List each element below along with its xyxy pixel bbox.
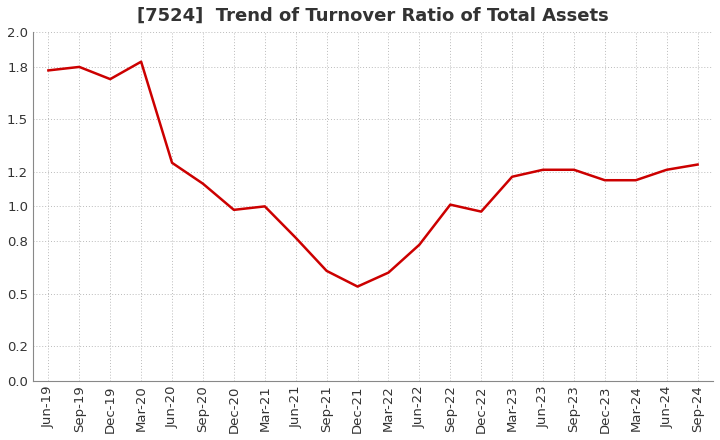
- Title: [7524]  Trend of Turnover Ratio of Total Assets: [7524] Trend of Turnover Ratio of Total …: [137, 7, 609, 25]
